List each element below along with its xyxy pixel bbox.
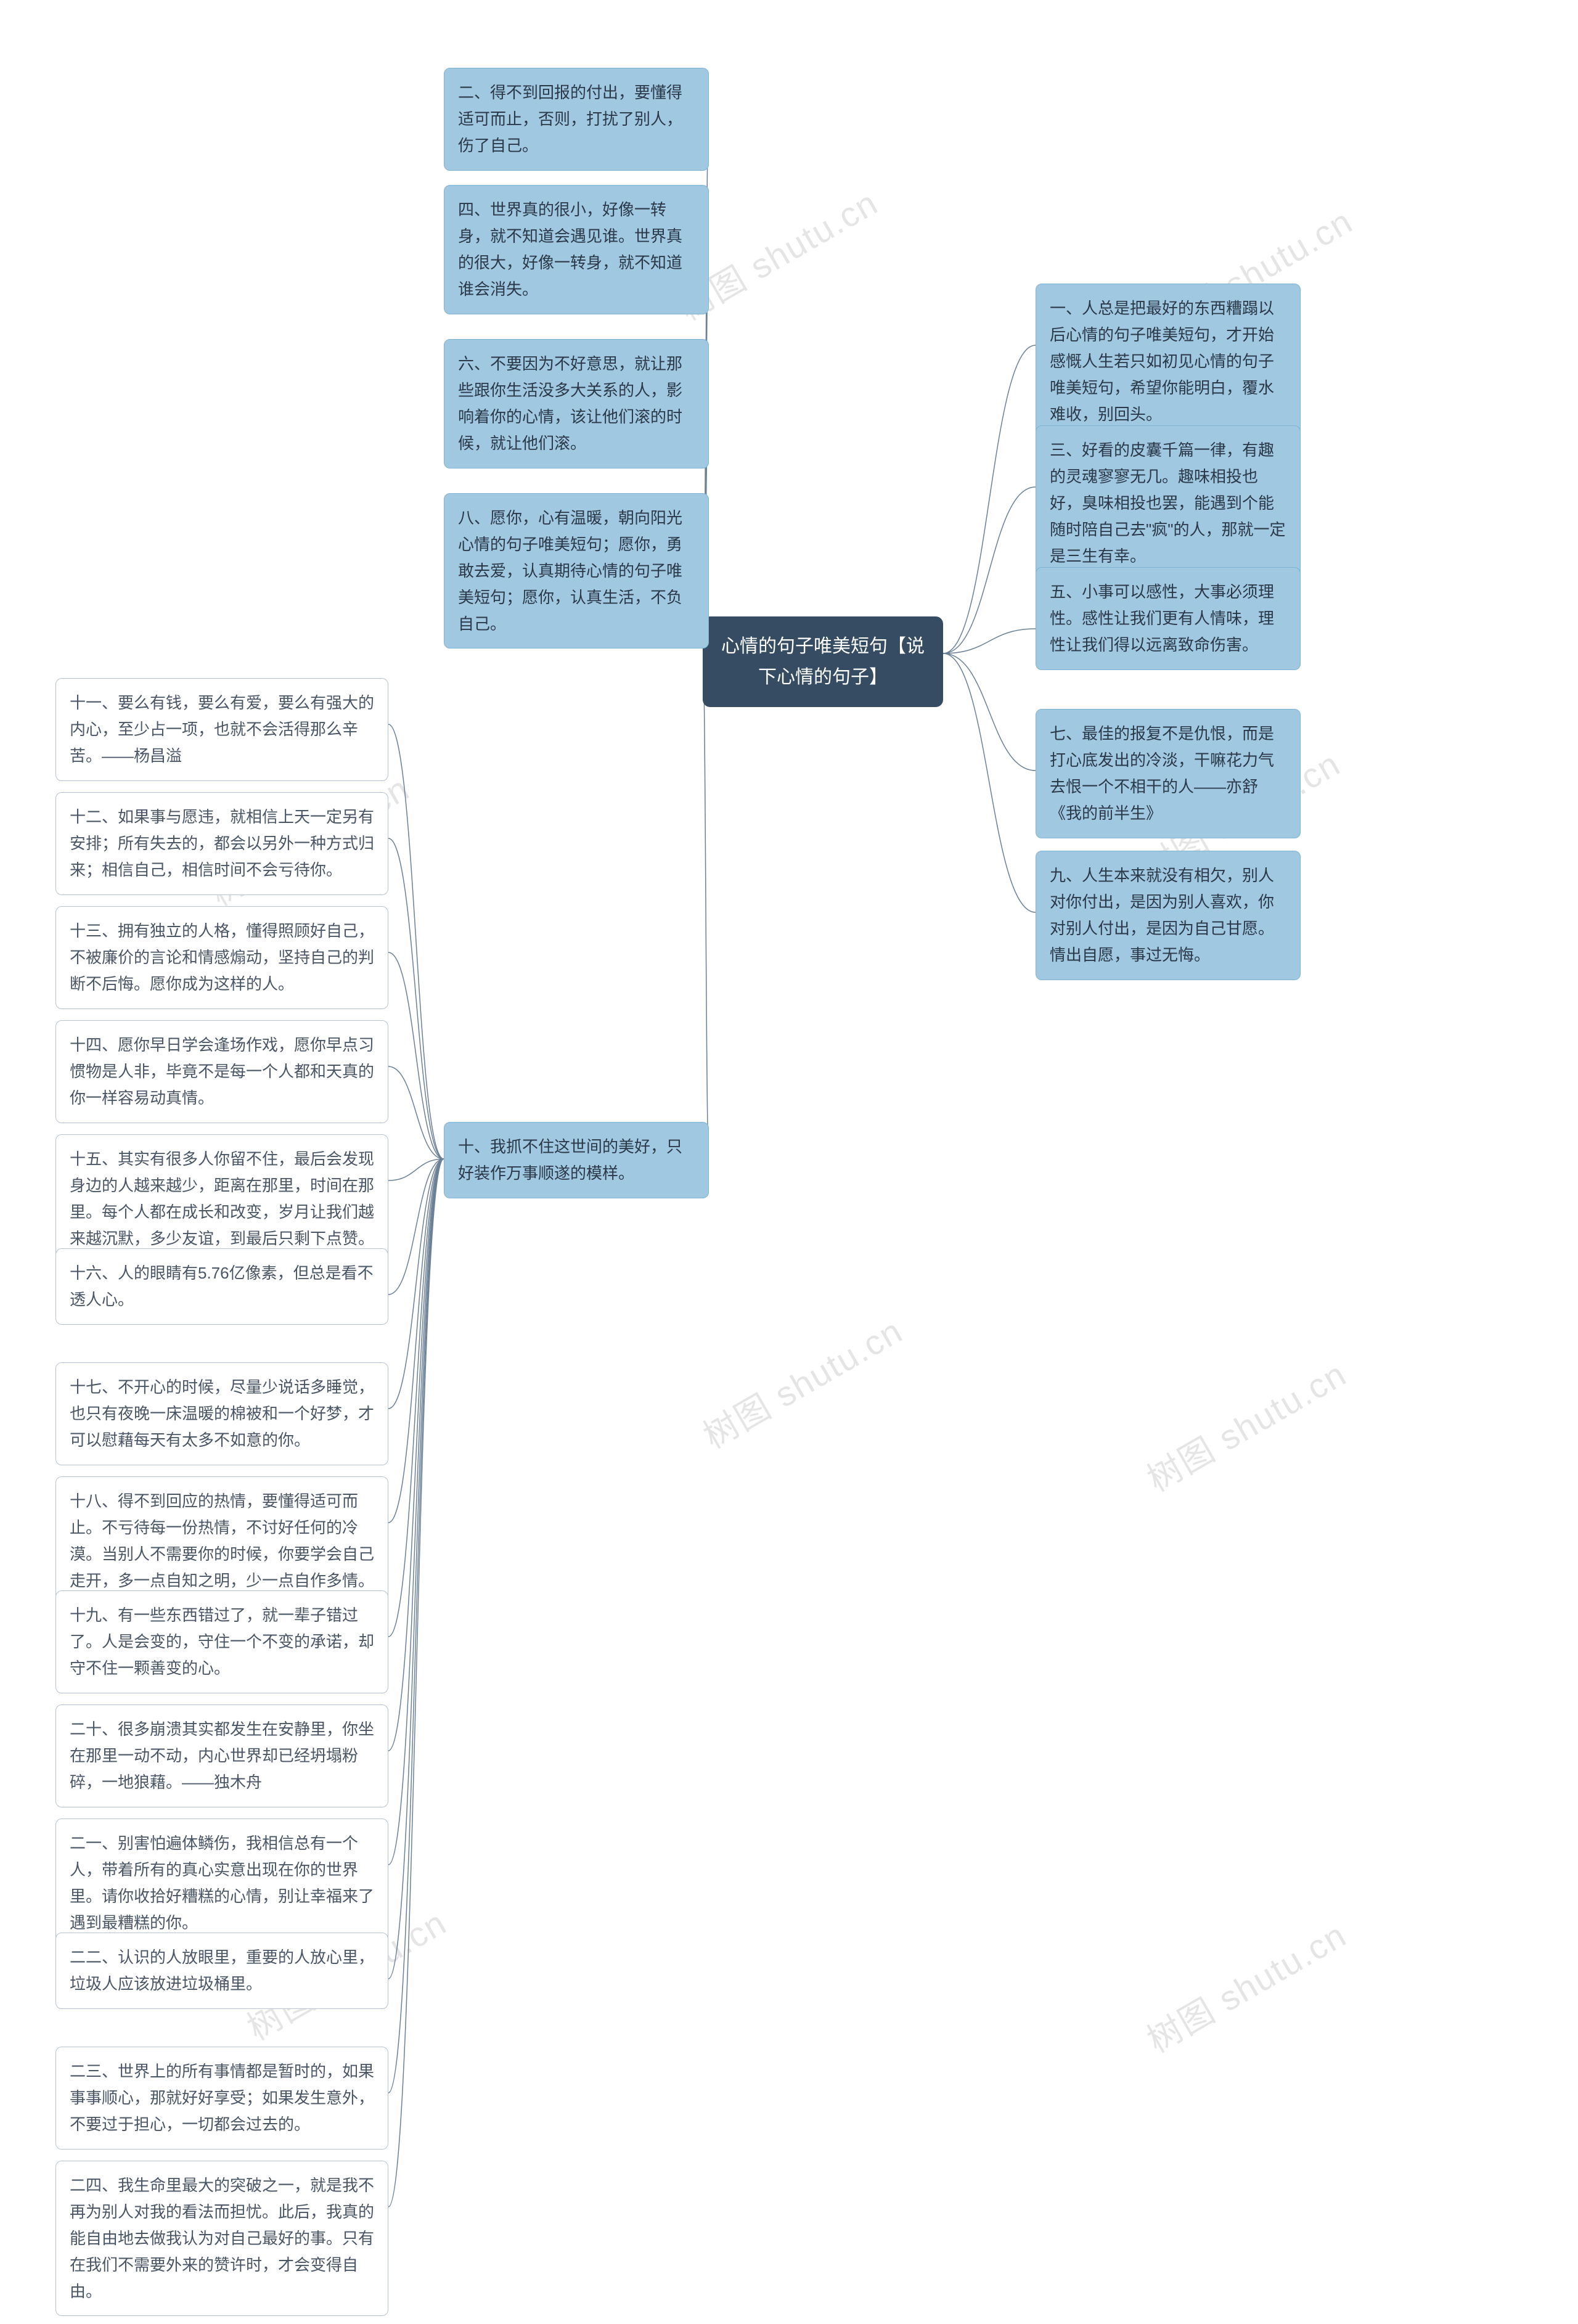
branch-left-l2: 二、得不到回报的付出，要懂得适可而止，否则，打扰了别人，伤了自己。 bbox=[444, 68, 709, 171]
watermark: 树图 shutu.cn bbox=[693, 1304, 910, 1459]
branch-left-l4: 四、世界真的很小，好像一转身，就不知道会遇见谁。世界真的很大，好像一转身，就不知… bbox=[444, 185, 709, 314]
leaf-c24: 二四、我生命里最大的突破之一，就是我不再为别人对我的看法而担忧。此后，我真的能自… bbox=[55, 2161, 388, 2316]
branch-right-r7: 七、最佳的报复不是仇恨，而是打心底发出的冷淡，干嘛花力气去恨一个不相干的人——亦… bbox=[1036, 709, 1301, 838]
leaf-c13: 十三、拥有独立的人格，懂得照顾好自己，不被廉价的言论和情感煽动，坚持自己的判断不… bbox=[55, 906, 388, 1009]
leaf-c17: 十七、不开心的时候，尽量少说话多睡觉，也只有夜晚一床温暖的棉被和一个好梦，才可以… bbox=[55, 1362, 388, 1465]
branch-right-r9: 九、人生本来就没有相欠，别人对你付出，是因为别人喜欢，你对别人付出，是因为自己甘… bbox=[1036, 851, 1301, 980]
branch-right-r1: 一、人总是把最好的东西糟蹋以后心情的句子唯美短句，才开始感慨人生若只如初见心情的… bbox=[1036, 284, 1301, 439]
leaf-c19: 十九、有一些东西错过了，就一辈子错过了。人是会变的，守住一个不变的承诺，却守不住… bbox=[55, 1590, 388, 1693]
branch-left-l6: 六、不要因为不好意思，就让那些跟你生活没多大关系的人，影响着你的心情，该让他们滚… bbox=[444, 339, 709, 468]
leaf-c21: 二一、别害怕遍体鳞伤，我相信总有一个人，带着所有的真心实意出现在你的世界里。请你… bbox=[55, 1819, 388, 1948]
branch-right-r3: 三、好看的皮囊千篇一律，有趣的灵魂寥寥无几。趣味相投也好，臭味相投也罢，能遇到个… bbox=[1036, 425, 1301, 581]
leaf-c15: 十五、其实有很多人你留不住，最后会发现身边的人越来越少，距离在那里，时间在那里。… bbox=[55, 1134, 388, 1264]
branch-right-r5: 五、小事可以感性，大事必须理性。感性让我们更有人情味，理性让我们得以远离致命伤害… bbox=[1036, 567, 1301, 670]
watermark: 树图 shutu.cn bbox=[1137, 1347, 1354, 1502]
leaf-c22: 二二、认识的人放眼里，重要的人放心里，垃圾人应该放进垃圾桶里。 bbox=[55, 1933, 388, 2009]
watermark: 树图 shutu.cn bbox=[1137, 1908, 1354, 2063]
leaf-c18: 十八、得不到回应的热情，要懂得适可而止。不亏待每一份热情，不讨好任何的冷漠。当别… bbox=[55, 1476, 388, 1606]
leaf-c20: 二十、很多崩溃其实都发生在安静里，你坐在那里一动不动，内心世界却已经坍塌粉碎，一… bbox=[55, 1704, 388, 1807]
leaf-c14: 十四、愿你早日学会逢场作戏，愿你早点习惯物是人非，毕竟不是每一个人都和天真的你一… bbox=[55, 1020, 388, 1123]
leaf-c11: 十一、要么有钱，要么有爱，要么有强大的内心，至少占一项，也就不会活得那么辛苦。—… bbox=[55, 678, 388, 781]
leaf-c23: 二三、世界上的所有事情都是暂时的，如果事事顺心，那就好好享受；如果发生意外，不要… bbox=[55, 2047, 388, 2150]
leaf-c16: 十六、人的眼睛有5.76亿像素，但总是看不透人心。 bbox=[55, 1248, 388, 1325]
leaf-c12: 十二、如果事与愿违，就相信上天一定另有安排；所有失去的，都会以另外一种方式归来；… bbox=[55, 792, 388, 895]
branch-left-l10: 十、我抓不住这世间的美好，只好装作万事顺遂的模样。 bbox=[444, 1122, 709, 1198]
mindmap-root: 心情的句子唯美短句【说下心情的句子】 bbox=[703, 616, 943, 707]
branch-left-l8: 八、愿你，心有温暖，朝向阳光心情的句子唯美短句；愿你，勇敢去爱，认真期待心情的句… bbox=[444, 493, 709, 649]
